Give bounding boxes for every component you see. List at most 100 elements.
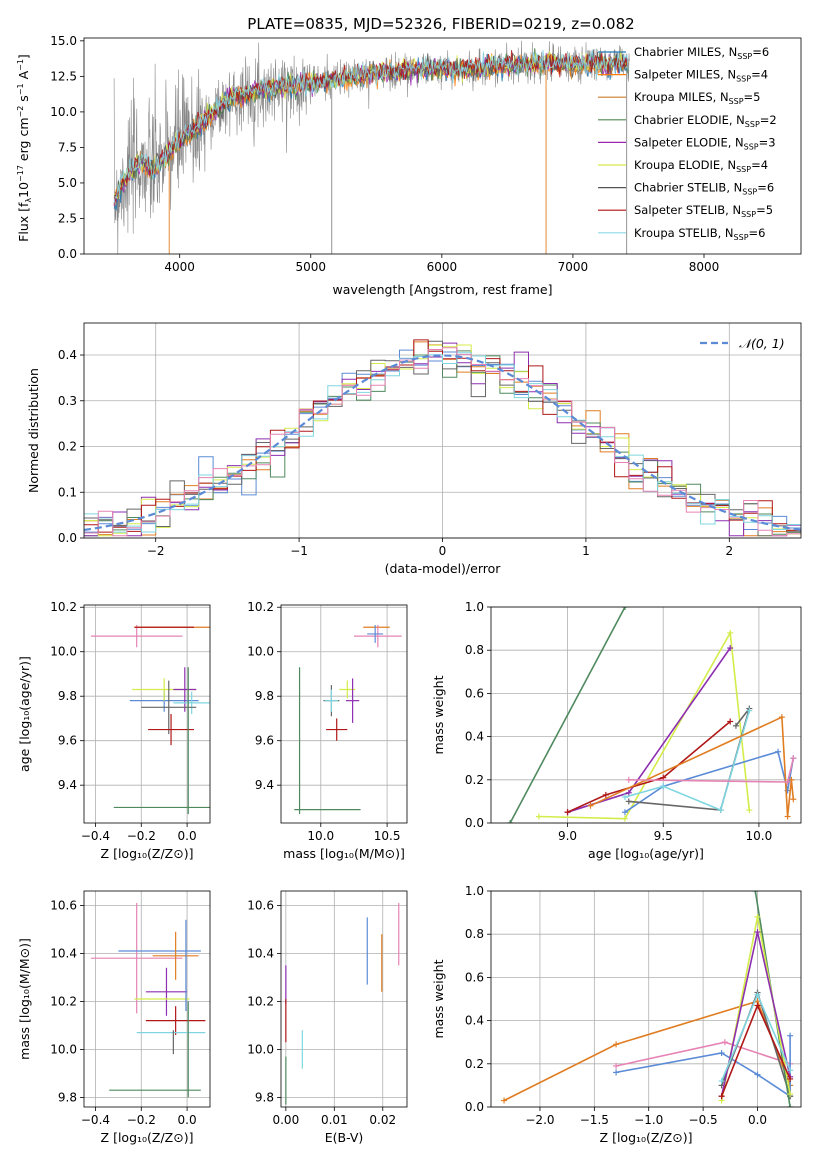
legend-sub: SSP (729, 97, 744, 106)
series-line-cyan (624, 710, 751, 812)
y-tick-label: 9.8 (58, 1090, 77, 1104)
x-tick-label: −0.4 (81, 829, 110, 843)
y-tick-label: 10.0 (50, 105, 77, 119)
x-tick-label: 7000 (558, 260, 589, 274)
panel-mass_weight_vs_age: 9.0 9.5 10.0 0.0 0.2 0.4 0.6 0.8 1.0 age [log₁₀(a… (431, 600, 802, 861)
x-axis-label: Z [log₁₀(Z/Z⊙)] (600, 1130, 693, 1145)
x-tick-label: 0.0 (748, 1113, 767, 1127)
y-tick-label: 0.2 (465, 1057, 484, 1071)
legend-tail: =6 (749, 226, 766, 240)
legend-tail: =4 (751, 68, 768, 82)
legend-tail: =5 (756, 203, 773, 217)
y-label-part: λ (24, 198, 33, 203)
y-tick-label: 9.8 (255, 689, 274, 703)
legend-entry: Salpeter STELIB, NSSP=5 (634, 203, 773, 219)
legend-label: Kroupa ELODIE, N (634, 158, 736, 172)
legend-label: Chabrier MILES, N (634, 45, 737, 59)
y-label-part: −17 (16, 165, 25, 182)
plot-area (294, 625, 402, 815)
y-tick-label: 0.4 (465, 1014, 484, 1028)
legend-tail: =3 (759, 135, 776, 149)
x-axis-label: Z [log₁₀(Z/Z⊙)] (101, 1130, 194, 1145)
y-tick-label: 10.4 (50, 946, 77, 960)
y-axis-label: mass weight (431, 675, 446, 754)
series-line-purple (567, 647, 731, 813)
x-tick-label: −1.5 (580, 1113, 609, 1127)
x-axis-label: mass [log₁₀(M/M⊙)] (283, 846, 405, 861)
y-tick-label: 10.2 (247, 994, 274, 1008)
y-tick-label: 9.4 (255, 778, 274, 792)
x-tick-label: 9.5 (654, 829, 673, 843)
legend-entry: 𝒩(0, 1) (739, 336, 785, 351)
legend-sub: SSP (742, 188, 757, 197)
plot-area (90, 625, 210, 815)
x-tick-label: −1.0 (634, 1113, 663, 1127)
y-tick-label: 12.5 (50, 69, 77, 83)
y-label-part: ] (16, 54, 31, 59)
panel-mass_vs_Z: −0.4 −0.2 0.0 9.8 10.0 10.2 10.4 10.6 Z [log₁₀(Z… (17, 890, 211, 1145)
y-tick-label: 9.4 (58, 778, 77, 792)
y-tick-label: 0.8 (465, 927, 484, 941)
y-axis-label: Flux [fλ10−17 erg cm−2 s−1 A−1] (16, 54, 33, 242)
y-tick-label: 0.6 (465, 686, 484, 700)
axes-frame (83, 37, 802, 255)
model-spectrum-kroupa_miles (113, 53, 629, 205)
plot-area (90, 903, 206, 1098)
y-tick-label: 10.0 (50, 645, 77, 659)
y-tick-label: 2.5 (58, 211, 77, 225)
y-tick-label: 9.8 (58, 689, 77, 703)
axes-frame (280, 604, 408, 824)
legend-sub: SSP (737, 52, 752, 61)
plot-area (113, 40, 630, 254)
y-label-part: −1 (16, 59, 25, 71)
x-tick-label: 0.02 (369, 1113, 396, 1127)
x-tick-label: 8000 (689, 260, 720, 274)
x-tick-label: 10.0 (746, 829, 773, 843)
x-tick-label: 0 (439, 544, 447, 558)
x-tick-label: 5000 (295, 260, 326, 274)
legend-label: Salpeter STELIB, N (634, 203, 741, 217)
legend-sub: SSP (734, 233, 749, 242)
legend-tail: =2 (760, 113, 777, 127)
plot-area (501, 891, 794, 1107)
y-tick-label: 0.0 (465, 816, 484, 830)
x-tick-label: −0.4 (81, 1113, 110, 1127)
legend-entry: Kroupa STELIB, NSSP=6 (634, 226, 765, 242)
legend-sub: SSP (741, 210, 756, 219)
y-tick-label: 10.6 (50, 898, 77, 912)
panel-mass_vs_ebv: 0.00 0.01 0.02 9.8 10.0 10.2 10.4 10.6 E(B-V) (247, 890, 408, 1145)
y-label-part: −2 (16, 106, 25, 118)
x-tick-label: −0.5 (689, 1113, 718, 1127)
legend-sub: SSP (745, 120, 760, 129)
panel-residuals: −2 −1 0 1 2 0.0 0.1 0.2 0.3 0.4 𝒩(0, 1) (data-model… (26, 322, 802, 576)
y-tick-label: 10.2 (50, 600, 77, 614)
y-tick-label: 0.6 (465, 970, 484, 984)
x-tick-label: 0.00 (272, 1113, 299, 1127)
x-axis-label: age [log₁₀(age/yr)] (588, 846, 704, 861)
y-label-part: erg cm (16, 118, 31, 166)
legend-label: Salpeter ELODIE, N (634, 135, 744, 149)
axes-frame (83, 604, 211, 824)
figure-title: PLATE=0835, MJD=52326, FIBERID=0219, z=0… (247, 15, 634, 33)
x-tick-label: −0.2 (127, 829, 156, 843)
x-tick-label: 1 (582, 544, 590, 558)
axes-frame (280, 890, 408, 1108)
y-tick-label: 9.6 (255, 734, 274, 748)
series-line-yellow (538, 630, 751, 820)
axes-frame (490, 606, 802, 824)
legend-entry: Salpeter MILES, NSSP=4 (634, 68, 768, 84)
legend-sub: SSP (736, 165, 751, 174)
series-line-pink (628, 758, 795, 783)
series-line-orange (503, 1000, 791, 1102)
y-tick-label: 10.6 (247, 898, 274, 912)
legend-tail: =6 (752, 45, 769, 59)
legend-tail: =4 (751, 158, 768, 172)
legend-entry: Kroupa MILES, NSSP=5 (634, 90, 760, 106)
x-tick-label: 0.0 (178, 829, 197, 843)
panel-mass_weight_vs_Z: −2.0 −1.5 −1.0 −0.5 0.0 0.0 0.2 0.4 0.6 0.8 1.0 Z [… (431, 884, 802, 1145)
plot-area (507, 607, 797, 823)
y-axis-label: Normed distribution (26, 368, 41, 493)
y-label-part: −1 (16, 83, 25, 95)
y-tick-label: 9.6 (58, 734, 77, 748)
y-label-part: s (16, 95, 31, 106)
